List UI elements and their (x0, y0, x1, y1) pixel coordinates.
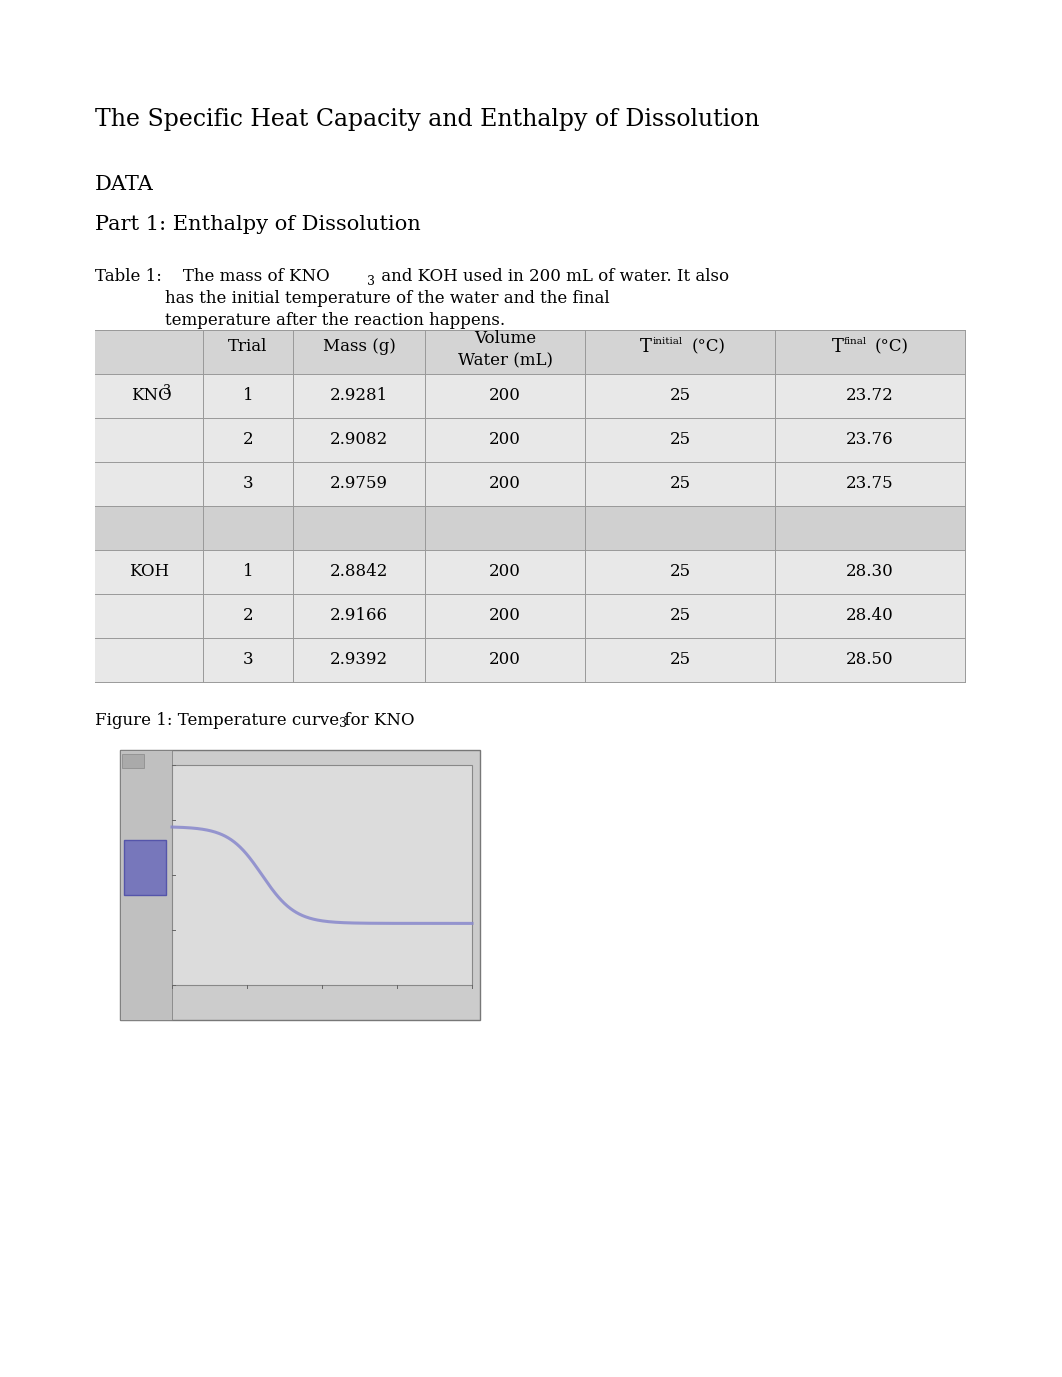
Text: (°C): (°C) (875, 339, 909, 355)
Text: 2: 2 (243, 607, 254, 625)
Text: 2.9281: 2.9281 (330, 387, 388, 405)
Bar (95, 638, 965, 682)
Text: 2.9392: 2.9392 (330, 651, 388, 668)
Text: 200: 200 (490, 475, 521, 493)
Text: 28.40: 28.40 (846, 607, 894, 625)
Text: Water (mL): Water (mL) (458, 353, 552, 369)
Text: 200: 200 (490, 651, 521, 668)
Text: 3: 3 (367, 275, 375, 288)
Text: 28.50: 28.50 (846, 651, 894, 668)
Text: 2.9166: 2.9166 (330, 607, 388, 625)
Text: final: final (844, 337, 868, 346)
Text: initial: initial (653, 337, 683, 346)
Text: Volume: Volume (474, 330, 536, 347)
Bar (95, 505, 965, 549)
Text: T: T (640, 337, 652, 355)
Text: and KOH used in 200 mL of water. It also: and KOH used in 200 mL of water. It also (376, 269, 730, 285)
Text: (°C): (°C) (692, 339, 726, 355)
Text: temperature after the reaction happens.: temperature after the reaction happens. (165, 313, 506, 329)
Text: 1: 1 (243, 387, 254, 405)
Text: 28.30: 28.30 (846, 563, 894, 581)
Text: Figure 1: Temperature curve for KNO: Figure 1: Temperature curve for KNO (95, 712, 414, 728)
Text: 200: 200 (490, 431, 521, 449)
Text: 23.75: 23.75 (846, 475, 894, 493)
Text: 3: 3 (162, 384, 171, 398)
Text: 200: 200 (490, 387, 521, 405)
Text: 23.76: 23.76 (846, 431, 894, 449)
Text: 25: 25 (669, 431, 690, 449)
Bar (124, 840, 166, 895)
Text: Table 1:    The mass of KNO: Table 1: The mass of KNO (95, 269, 329, 285)
Text: 25: 25 (669, 651, 690, 668)
Text: The Specific Heat Capacity and Enthalpy of Dissolution: The Specific Heat Capacity and Enthalpy … (95, 107, 759, 131)
Text: 23.72: 23.72 (846, 387, 894, 405)
Bar (95, 549, 965, 593)
Text: 2.8842: 2.8842 (330, 563, 389, 581)
Text: 2.9082: 2.9082 (330, 431, 388, 449)
Bar (120, 750, 480, 1020)
Bar (172, 766, 472, 985)
Text: 25: 25 (669, 387, 690, 405)
Text: DATA: DATA (95, 175, 154, 194)
Text: 2: 2 (243, 431, 254, 449)
Text: has the initial temperature of the water and the final: has the initial temperature of the water… (165, 291, 610, 307)
Text: T: T (832, 337, 844, 355)
Bar (95, 375, 965, 419)
Text: 3: 3 (339, 717, 347, 730)
Bar (120, 750, 172, 1020)
Text: KOH: KOH (129, 563, 169, 581)
Bar (95, 419, 965, 463)
Text: 25: 25 (669, 475, 690, 493)
Text: 3: 3 (243, 475, 254, 493)
Text: Mass (g): Mass (g) (323, 339, 395, 355)
Bar (95, 463, 965, 505)
Bar (95, 593, 965, 638)
Bar (95, 330, 965, 375)
Text: 200: 200 (490, 607, 521, 625)
Text: 2.9759: 2.9759 (330, 475, 388, 493)
Text: Part 1: Enthalpy of Dissolution: Part 1: Enthalpy of Dissolution (95, 215, 421, 234)
Text: Trial: Trial (228, 339, 268, 355)
Text: 25: 25 (669, 563, 690, 581)
Text: 25: 25 (669, 607, 690, 625)
Text: KNO: KNO (131, 387, 172, 405)
Text: 200: 200 (490, 563, 521, 581)
Text: 1: 1 (243, 563, 254, 581)
Text: 3: 3 (243, 651, 254, 668)
Bar (122, 755, 144, 768)
